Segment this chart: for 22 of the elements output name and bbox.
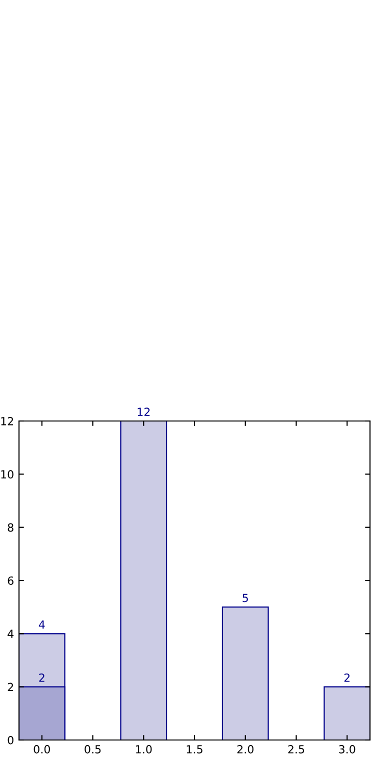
- y-tick-label: 8: [8, 523, 14, 532]
- x-tick-label: 1.5: [186, 745, 202, 754]
- y-tick-label: 10: [1, 470, 14, 479]
- data-label: 4: [38, 620, 45, 629]
- x-tick-label: 1.0: [136, 745, 152, 754]
- bar: [120, 421, 168, 740]
- x-tick-label: 0.5: [84, 745, 101, 754]
- x-tick-label: 0.0: [34, 745, 50, 754]
- data-label: 2: [39, 674, 44, 682]
- data-label: 5: [242, 594, 248, 602]
- x-tick-label: 2.5: [288, 745, 304, 754]
- y-tick-label: 2: [8, 682, 14, 692]
- y-tick-label: 6: [8, 576, 14, 585]
- bar: [222, 606, 269, 740]
- y-tick-label: 0: [8, 736, 14, 744]
- bar: [324, 686, 370, 740]
- x-tick-label: 2.0: [237, 745, 254, 754]
- data-label: 2: [344, 674, 350, 682]
- data-label: 12: [138, 408, 150, 416]
- x-tick-label: 3.0: [339, 745, 356, 754]
- y-tick-label: 4: [8, 630, 14, 638]
- y-tick-label: 12: [1, 416, 14, 426]
